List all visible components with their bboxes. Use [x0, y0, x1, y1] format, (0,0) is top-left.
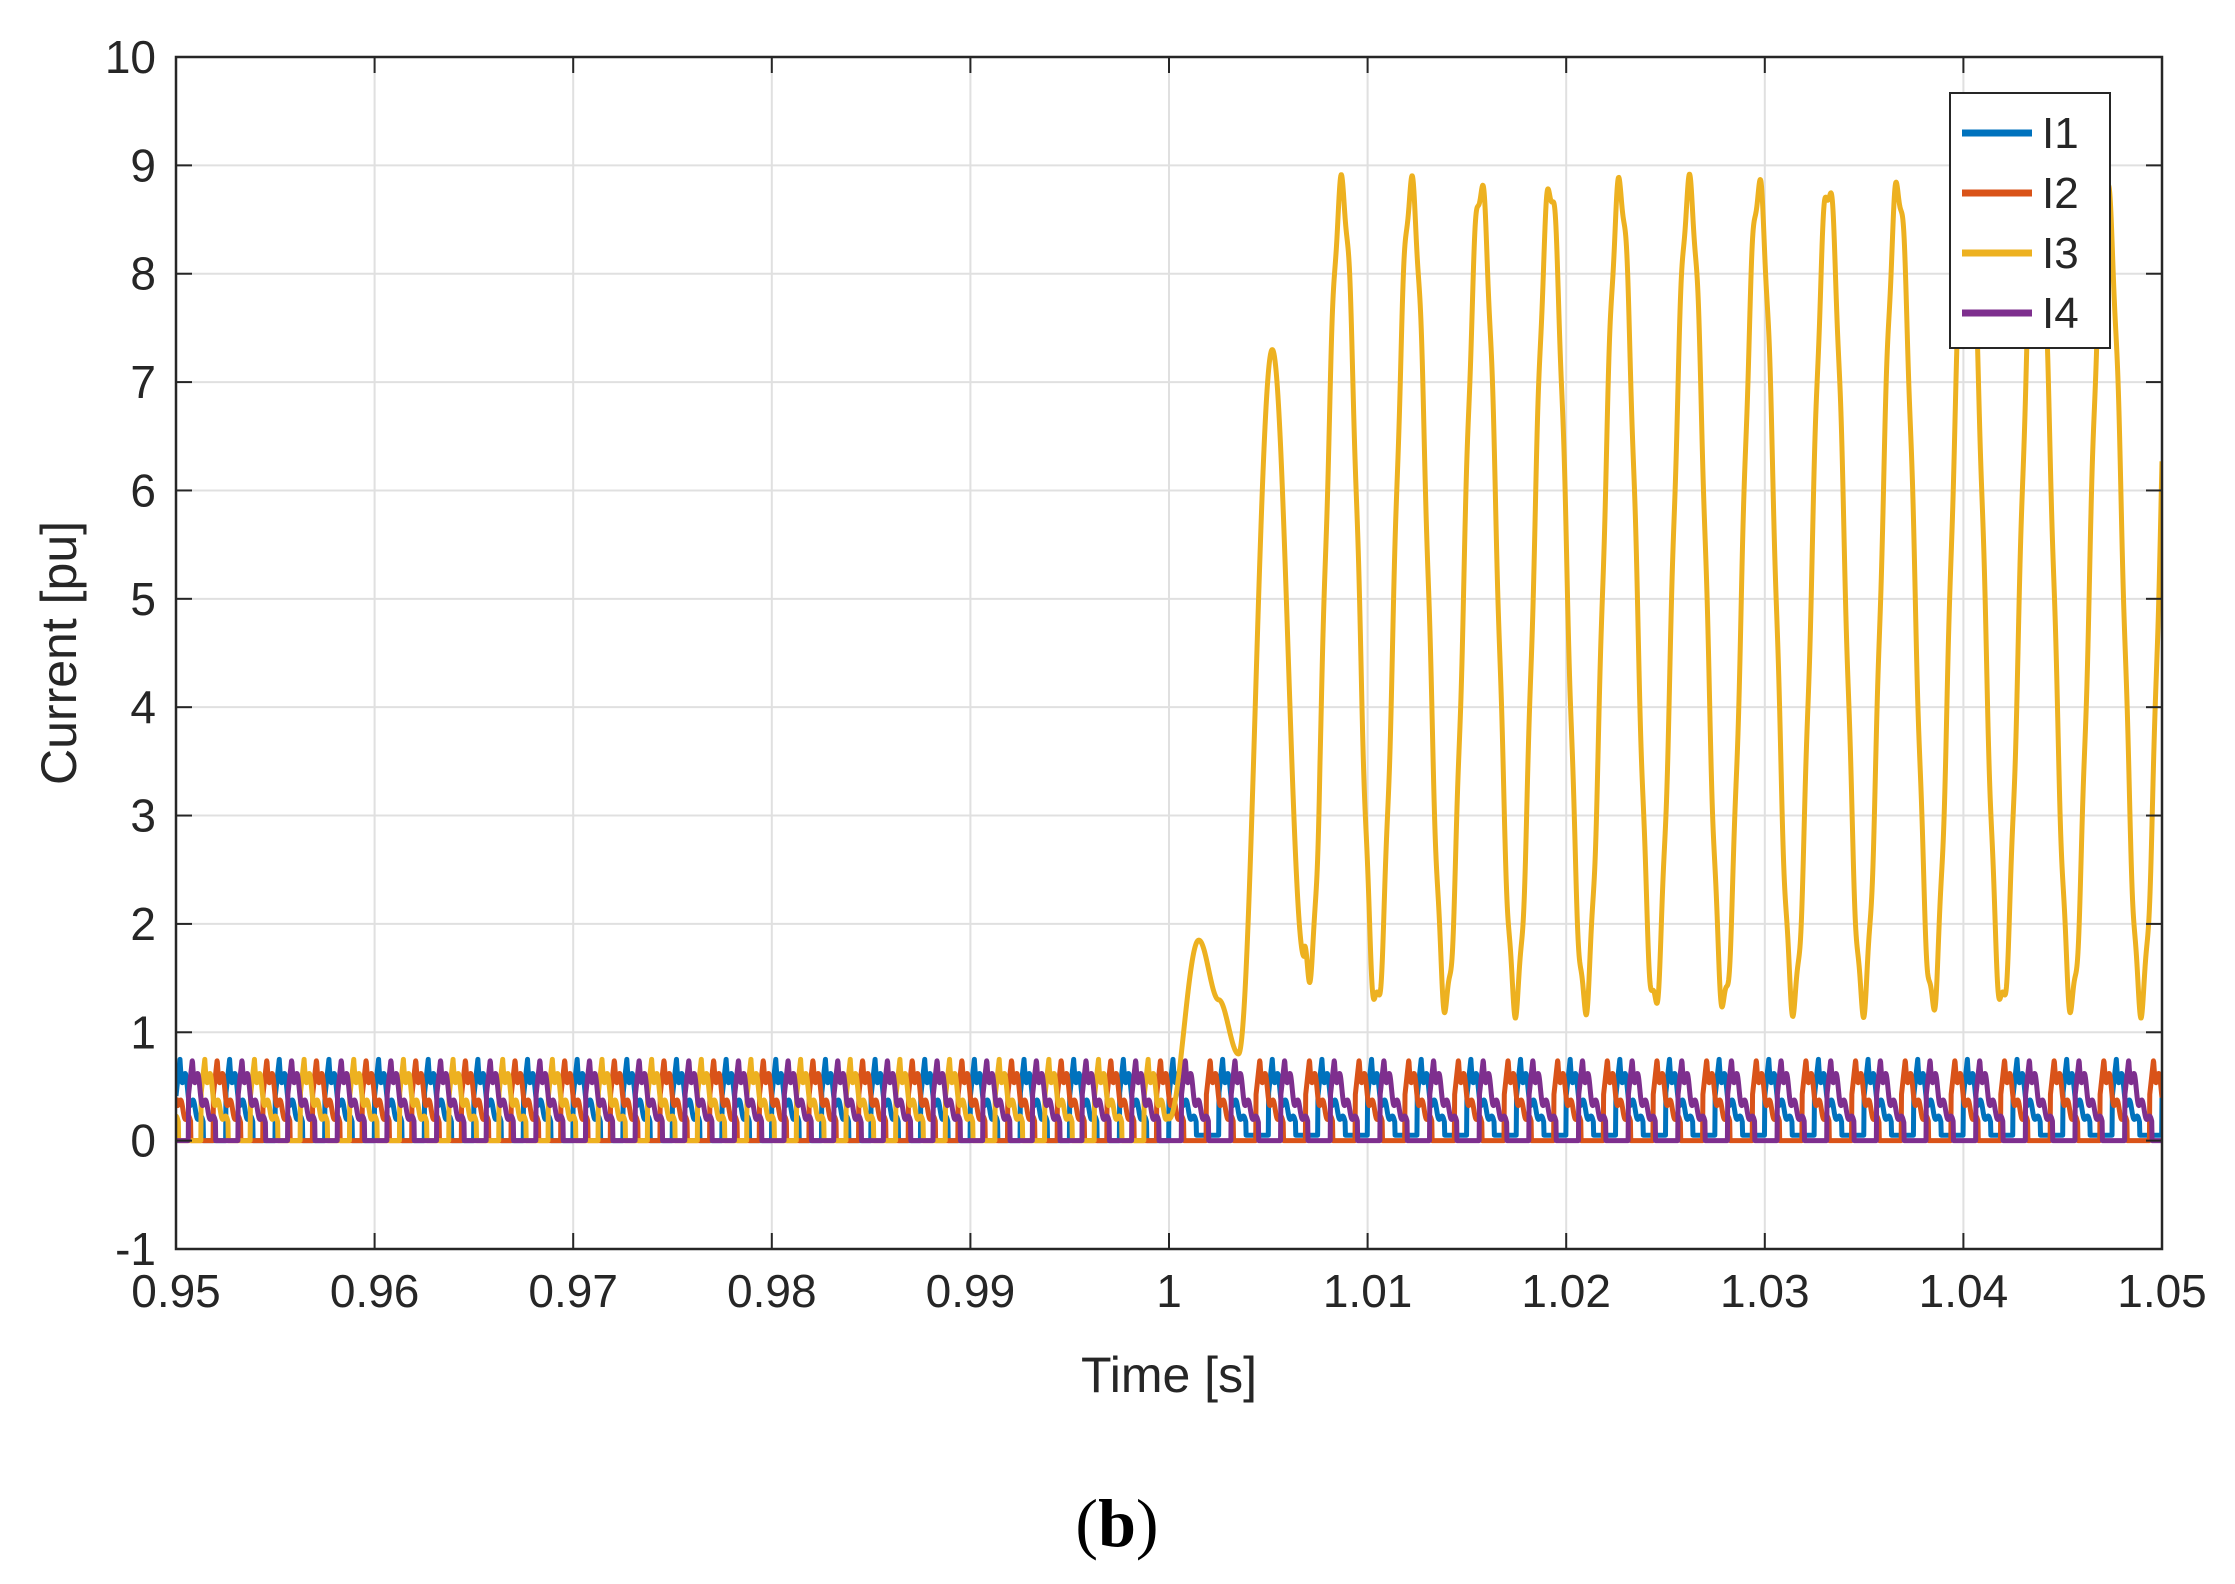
- caption-close-paren: ): [1136, 1485, 1159, 1561]
- x-tick-label: 1.05: [2117, 1265, 2207, 1317]
- caption-letter: b: [1098, 1485, 1136, 1561]
- y-tick-label: 7: [130, 356, 156, 408]
- x-tick-label: 1.01: [1323, 1265, 1413, 1317]
- series-line-i2: [176, 1058, 2162, 1144]
- y-tick-label: 2: [130, 898, 156, 950]
- y-axis-title: Current [pu]: [31, 521, 87, 785]
- y-tick-label: 1: [130, 1006, 156, 1058]
- x-tick-label: 1.02: [1521, 1265, 1611, 1317]
- y-tick-label: 8: [130, 248, 156, 300]
- legend-label-i4: I4: [2042, 289, 2079, 338]
- y-tick-label: -1: [115, 1223, 156, 1275]
- x-tick-label: 1.04: [1919, 1265, 2009, 1317]
- legend-label-i2: I2: [2042, 169, 2079, 218]
- series-line-i4: [176, 1058, 2162, 1144]
- y-tick-label: 9: [130, 139, 156, 191]
- x-tick-label: 0.98: [727, 1265, 817, 1317]
- x-tick-label: 1.03: [1720, 1265, 1810, 1317]
- x-tick-label: 0.97: [528, 1265, 618, 1317]
- x-tick-label: 0.99: [926, 1265, 1016, 1317]
- figure-caption: (b): [1075, 1485, 1158, 1561]
- y-tick-label: 0: [130, 1115, 156, 1167]
- series-layer: [176, 171, 2162, 1144]
- legend-label-i1: I1: [2042, 109, 2079, 158]
- legend: I1 I2 I3 I4: [1949, 92, 2111, 349]
- series-line-i3: [176, 171, 2162, 1144]
- x-tick-label: 1: [1156, 1265, 1182, 1317]
- legend-label-i3: I3: [2042, 229, 2079, 278]
- x-tick-label: 0.95: [131, 1265, 221, 1317]
- y-tick-label: 10: [105, 31, 156, 83]
- axis-ticks: 0.95 0.96 0.97 0.98 0.99 1 1.01 1.02 1.03 1.04 1.0…: [105, 31, 2207, 1317]
- y-tick-label: 5: [130, 573, 156, 625]
- y-tick-label: 6: [130, 464, 156, 516]
- x-axis-title: Time [s]: [1081, 1347, 1257, 1403]
- caption-open-paren: (: [1075, 1485, 1098, 1561]
- y-tick-label: 3: [130, 790, 156, 842]
- x-tick-label: 0.96: [330, 1265, 420, 1317]
- y-tick-label: 4: [130, 681, 156, 733]
